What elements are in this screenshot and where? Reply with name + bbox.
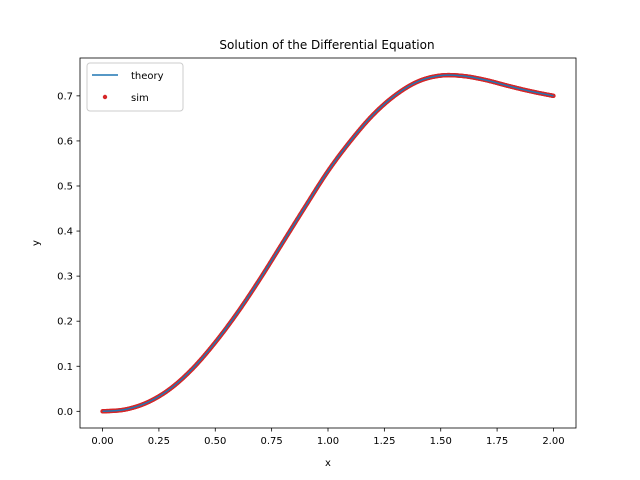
x-tick-label: 0.50 — [204, 436, 226, 447]
x-axis-label: x — [325, 458, 331, 469]
x-tick-label: 1.25 — [373, 436, 395, 447]
y-tick-label: 0.7 — [57, 91, 73, 102]
y-tick-label: 0.3 — [57, 272, 73, 283]
x-tick-label: 0.75 — [261, 436, 283, 447]
plot-background — [80, 58, 576, 428]
theory-series-line — [102, 74, 554, 413]
x-tick-label: 1.75 — [486, 436, 508, 447]
legend-sim-label: sim — [131, 93, 149, 104]
y-tick-label: 0.4 — [57, 227, 73, 238]
y-axis-label: y — [31, 240, 42, 246]
y-tick-label: 0.5 — [57, 181, 73, 192]
legend-theory-label: theory — [131, 71, 164, 82]
legend-sim-swatch — [102, 94, 108, 100]
x-axis: 0.00 0.25 0.50 0.75 1.00 1.25 1.50 1.75 2.00 — [91, 428, 565, 447]
y-tick-label: 0.0 — [57, 407, 73, 418]
chart-title: Solution of the Differential Equation — [219, 38, 434, 52]
x-tick-label: 2.00 — [542, 436, 564, 447]
x-tick-label: 1.00 — [317, 436, 339, 447]
y-tick-label: 0.1 — [57, 362, 73, 373]
legend: theory sim — [86, 62, 184, 112]
x-tick-label: 0.00 — [91, 436, 113, 447]
y-tick-label: 0.6 — [57, 136, 73, 147]
x-tick-label: 0.25 — [148, 436, 170, 447]
plot-area — [79, 57, 577, 429]
y-axis: 0.0 0.1 0.2 0.3 0.4 0.5 0.6 0.7 — [57, 91, 80, 418]
y-tick-label: 0.2 — [57, 317, 73, 328]
x-tick-label: 1.50 — [430, 436, 452, 447]
